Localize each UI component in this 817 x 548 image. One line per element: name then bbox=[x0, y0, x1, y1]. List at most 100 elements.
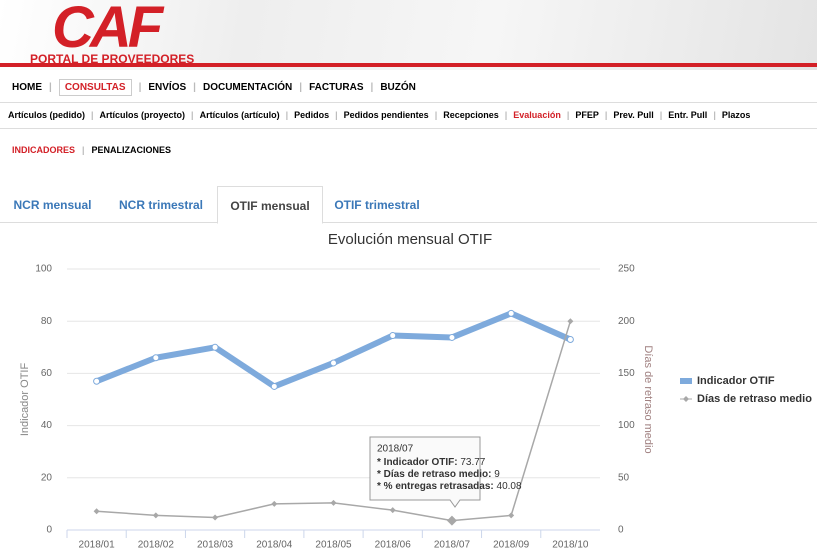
nav-item[interactable]: Evaluación bbox=[513, 110, 561, 120]
tooltip-line: * Días de retraso medio: 9 bbox=[377, 469, 500, 480]
section-nav: INDICADORES | PENALIZACIONES bbox=[12, 145, 171, 155]
y2-tick-label: 50 bbox=[618, 472, 630, 483]
point bbox=[389, 332, 397, 340]
tab[interactable]: OTIF mensual bbox=[217, 186, 323, 224]
x-tick-label: 2018/04 bbox=[256, 540, 293, 548]
x-tick-label: 2018/03 bbox=[197, 540, 234, 548]
tooltip-line: * Indicador OTIF: 73.77 bbox=[377, 457, 486, 468]
point bbox=[270, 382, 278, 390]
x-tick-label: 2018/10 bbox=[552, 540, 589, 548]
tab[interactable]: NCR mensual bbox=[13, 198, 92, 212]
y-tick-label: 80 bbox=[41, 316, 53, 327]
sub-nav: Artículos (pedido) | Artículos (proyecto) |… bbox=[8, 108, 750, 122]
point bbox=[389, 507, 396, 514]
tabs: NCR mensual NCR trimestral OTIF mensual OTI… bbox=[0, 186, 817, 224]
point bbox=[330, 359, 337, 367]
x-tick-label: 2018/07 bbox=[434, 540, 471, 548]
y2-tick-label: 150 bbox=[618, 368, 635, 379]
y-tick-label: 20 bbox=[41, 472, 53, 483]
nav-item[interactable]: FACTURAS bbox=[309, 81, 364, 93]
nav-item[interactable]: DOCUMENTACIÓN bbox=[202, 81, 293, 93]
point bbox=[152, 354, 160, 362]
tab[interactable]: OTIF trimestral bbox=[334, 198, 420, 212]
series-line bbox=[95, 310, 572, 390]
nav-item[interactable]: Prev. Pull bbox=[613, 110, 654, 120]
nav-item[interactable]: ENVÍOS bbox=[148, 81, 187, 93]
nav-item[interactable]: PFEP bbox=[575, 110, 599, 120]
separator: | bbox=[566, 110, 570, 120]
divider bbox=[0, 102, 817, 103]
separator: | bbox=[191, 110, 194, 120]
point bbox=[507, 309, 515, 317]
divider bbox=[0, 128, 817, 129]
nav-item[interactable]: Artículos (pedido) bbox=[8, 110, 85, 120]
nav-item[interactable]: Recepciones bbox=[443, 110, 499, 120]
tab[interactable]: NCR trimestral bbox=[118, 198, 204, 212]
separator: | bbox=[299, 81, 303, 93]
y-tick-label: 100 bbox=[35, 264, 52, 275]
separator: | bbox=[335, 110, 338, 120]
nav-item[interactable]: CONSULTAS bbox=[58, 78, 132, 96]
x-tick-label: 2018/06 bbox=[375, 540, 412, 548]
point bbox=[330, 499, 337, 506]
tooltip-label: * % entregas retrasadas: bbox=[377, 481, 497, 492]
point bbox=[271, 500, 278, 507]
portal-title: PORTAL DE PROVEEDORES bbox=[30, 52, 195, 66]
y-tick-label: 60 bbox=[41, 368, 53, 379]
point bbox=[212, 514, 219, 521]
nav-item[interactable]: BUZÓN bbox=[380, 81, 416, 93]
tooltip-label: * Días de retraso medio: bbox=[377, 469, 494, 480]
nav-item[interactable]: Artículos (proyecto) bbox=[99, 110, 186, 120]
tooltip-label: * Indicador OTIF: bbox=[377, 457, 460, 468]
y2-tick-label: 250 bbox=[618, 264, 635, 275]
logo: CAF bbox=[52, 0, 163, 60]
nav-item[interactable]: INDICADORES bbox=[12, 145, 76, 155]
separator: | bbox=[285, 110, 289, 120]
tooltip-line: * % entregas retrasadas: 40.08 bbox=[377, 481, 522, 492]
point bbox=[93, 508, 100, 515]
nav-item[interactable]: Pedidos bbox=[294, 110, 330, 120]
separator: | bbox=[434, 110, 438, 120]
separator: | bbox=[504, 110, 508, 120]
separator: | bbox=[604, 110, 608, 120]
y2-tick-label: 0 bbox=[618, 525, 624, 536]
legend-label: Indicador OTIF bbox=[697, 375, 775, 387]
point bbox=[93, 377, 101, 385]
separator: | bbox=[193, 81, 196, 93]
legend-label: Días de retraso medio bbox=[697, 393, 812, 405]
separator: | bbox=[138, 81, 142, 93]
tooltip-box bbox=[369, 436, 481, 508]
x-tick-label: 2018/09 bbox=[493, 540, 530, 548]
separator: | bbox=[82, 145, 85, 155]
y-tick-label: 40 bbox=[41, 420, 53, 431]
separator: | bbox=[370, 81, 374, 93]
point bbox=[448, 333, 456, 341]
x-tick-label: 2018/02 bbox=[138, 540, 175, 548]
y-axis-title: Indicador OTIF bbox=[19, 363, 31, 437]
nav-item[interactable]: HOME bbox=[12, 81, 42, 93]
point bbox=[508, 512, 515, 519]
tooltip-value: 73.77 bbox=[460, 457, 485, 468]
chart-title: Evolución mensual OTIF bbox=[328, 231, 492, 248]
legend-symbol bbox=[680, 378, 692, 384]
nav-item[interactable]: PENALIZACIONES bbox=[91, 145, 172, 155]
point bbox=[566, 335, 574, 343]
separator: | bbox=[713, 110, 716, 120]
nav-item[interactable]: Plazos bbox=[721, 110, 751, 120]
legend-symbol bbox=[683, 396, 689, 402]
y2-tick-label: 200 bbox=[618, 316, 635, 327]
nav-item[interactable]: Pedidos pendientes bbox=[343, 110, 429, 120]
separator: | bbox=[659, 110, 663, 120]
point bbox=[152, 512, 159, 519]
y2-tick-label: 100 bbox=[618, 420, 635, 431]
nav-item[interactable]: Artículos (artículo) bbox=[199, 110, 280, 120]
chart: Evolución mensual OTIF 0 20 40 60 80 100 0 50 10… bbox=[19, 231, 812, 548]
point bbox=[567, 318, 574, 325]
nav-item[interactable]: Entr. Pull bbox=[668, 110, 708, 120]
y-tick-label: 0 bbox=[46, 525, 52, 536]
tooltip-value: 9 bbox=[494, 469, 500, 480]
separator: | bbox=[49, 81, 52, 93]
main-nav: HOME | CONSULTAS | ENVÍOS | DOCUMENTACIÓN | FACT… bbox=[12, 77, 416, 97]
x-tick-label: 2018/01 bbox=[79, 540, 116, 548]
